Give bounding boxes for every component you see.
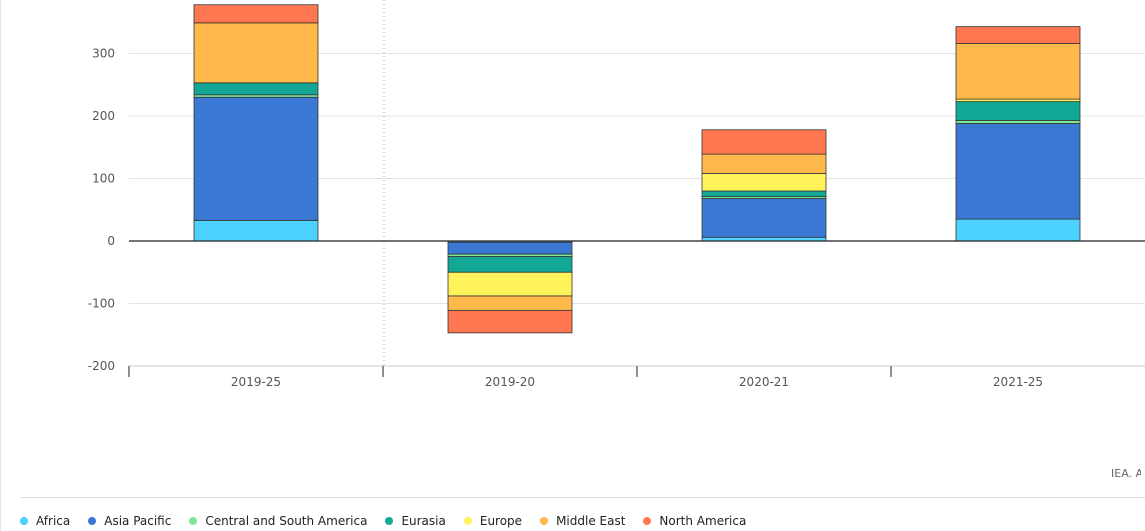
y-tick-label: 100	[92, 172, 115, 186]
stacked-bar-chart: 300 200 100 0 -100 -200 2019-25 2019-20 2020-21…	[88, 0, 1145, 389]
x-tick-label: 2021-25	[993, 375, 1043, 389]
bar-segment[interactable]	[955, 101, 1081, 121]
y-tick-label: -100	[88, 297, 115, 311]
bar-segment[interactable]	[955, 123, 1081, 220]
bar-segment[interactable]	[193, 96, 319, 221]
bar-segment[interactable]	[447, 256, 573, 273]
bar-segment[interactable]	[447, 271, 573, 297]
legend-swatch	[20, 517, 28, 525]
legend-item[interactable]: Eurasia	[385, 514, 446, 528]
legend-swatch	[385, 517, 394, 525]
legend-label: Eurasia	[401, 514, 446, 528]
legend-label: Middle East	[556, 514, 626, 528]
legend-divider	[20, 497, 1145, 498]
y-axis-tick-labels: 300 200 100 0 -100 -200	[88, 47, 115, 374]
legend-item[interactable]: Asia Pacific	[88, 514, 171, 528]
legend-label: North America	[659, 514, 747, 528]
x-tick-label: 2019-20	[485, 375, 535, 389]
legend-swatch	[189, 517, 198, 525]
legend-swatch	[463, 517, 472, 525]
y-tick-label: 0	[107, 234, 115, 248]
legend-item[interactable]: North America	[643, 514, 746, 528]
legend-item[interactable]: Central and South America	[189, 514, 367, 528]
y-tick-label: 300	[92, 47, 115, 61]
bar-segment[interactable]	[955, 43, 1081, 100]
bars	[193, 4, 1081, 334]
bar-segment[interactable]	[701, 190, 827, 198]
legend-item[interactable]: Middle East	[540, 514, 625, 528]
legend-label: Central and South America	[205, 514, 368, 528]
legend-item[interactable]: Europe	[463, 514, 523, 528]
legend: Africa Asia Pacific Central and South Amer…	[20, 514, 764, 528]
bar-segment[interactable]	[193, 82, 319, 96]
bar-segment[interactable]	[955, 119, 1081, 124]
y-tick-label: -200	[88, 359, 115, 373]
legend-swatch	[540, 517, 549, 525]
bar-segment[interactable]	[701, 198, 827, 238]
legend-label: Africa	[36, 514, 71, 528]
bar-segment[interactable]	[701, 153, 827, 174]
legend-label: Europe	[479, 514, 523, 528]
x-axis: 2019-25 2019-20 2020-21 2021-25	[128, 365, 1145, 389]
bar-segment[interactable]	[701, 173, 827, 192]
bar-segment[interactable]	[193, 219, 319, 242]
legend-swatch	[88, 517, 97, 525]
legend-label: Asia Pacific	[104, 514, 172, 528]
bar-segment[interactable]	[955, 26, 1081, 44]
left-border	[0, 0, 1, 531]
y-tick-label: 200	[92, 109, 115, 123]
bar-segment[interactable]	[701, 129, 827, 155]
bar-segment[interactable]	[193, 22, 319, 84]
legend-item[interactable]: Africa	[20, 514, 70, 528]
x-tick-label: 2019-25	[231, 375, 281, 389]
bar-segment[interactable]	[447, 241, 573, 255]
bar-segment[interactable]	[447, 295, 573, 311]
x-tick-label: 2020-21	[739, 375, 789, 389]
bar-segment[interactable]	[193, 4, 319, 24]
bar-segment[interactable]	[447, 309, 573, 334]
source-note: IEA. All rights reserved.	[1111, 467, 1141, 480]
legend-swatch	[643, 517, 652, 525]
bar-segment[interactable]	[955, 218, 1081, 242]
